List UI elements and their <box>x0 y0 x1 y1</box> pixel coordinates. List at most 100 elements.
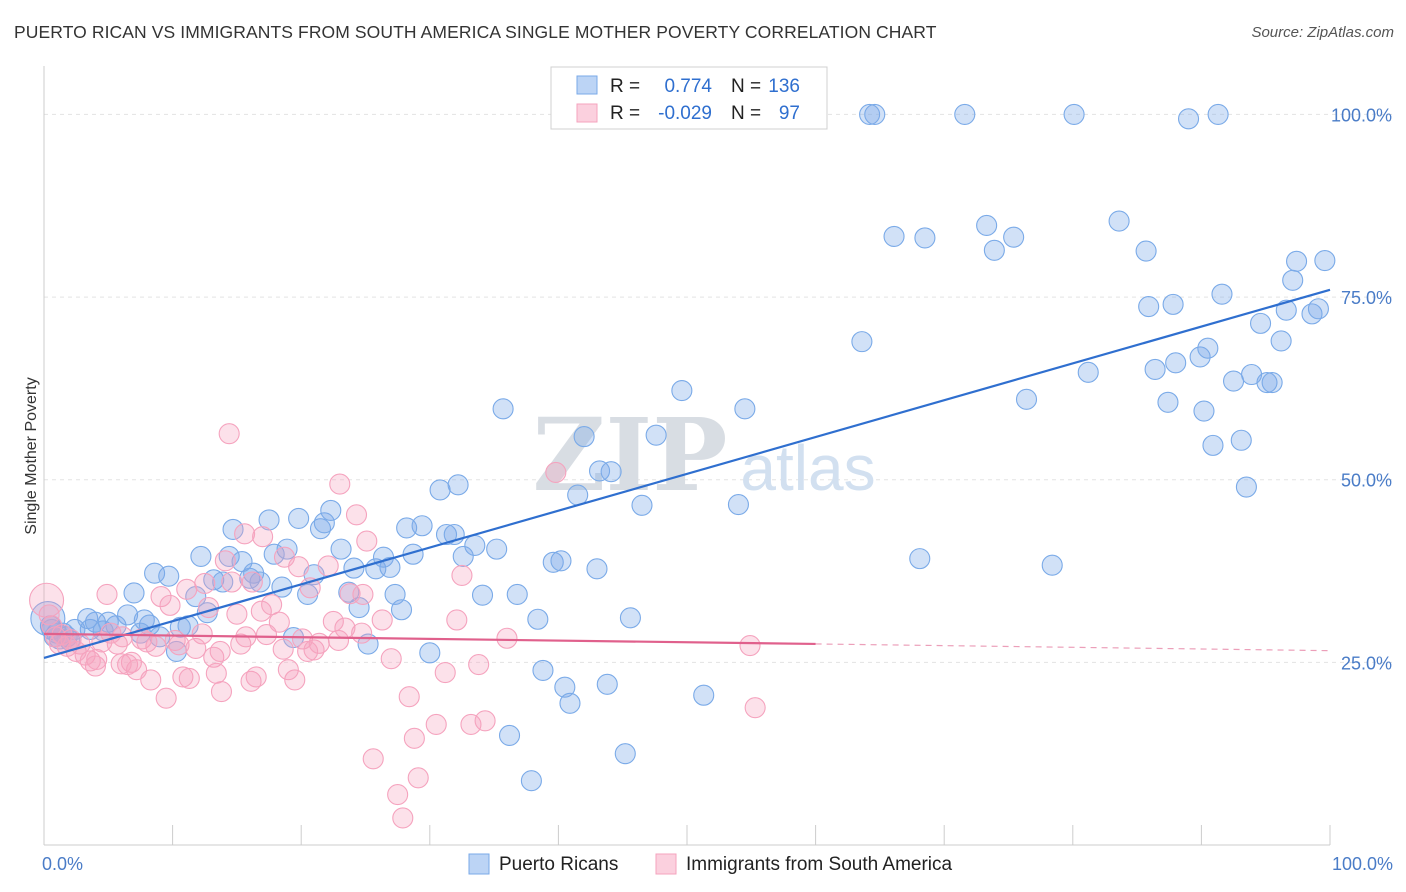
y-tick-label: 50.0% <box>1341 471 1392 491</box>
point-south-america <box>329 473 351 495</box>
point-puerto-ricans <box>631 494 653 516</box>
point-puerto-ricans <box>117 604 139 626</box>
point-puerto-ricans <box>313 512 335 534</box>
series-puerto-ricans-points <box>30 103 1336 792</box>
point-south-america <box>468 653 490 676</box>
point-puerto-ricans <box>976 214 998 237</box>
point-puerto-ricans <box>276 538 298 560</box>
point-south-america <box>84 655 106 677</box>
point-puerto-ricans <box>1202 434 1224 456</box>
point-south-america <box>255 624 278 646</box>
point-puerto-ricans <box>1314 249 1336 272</box>
point-puerto-ricans <box>158 565 180 587</box>
point-south-america <box>744 697 766 719</box>
point-puerto-ricans <box>573 426 595 448</box>
point-puerto-ricans <box>123 582 145 604</box>
point-puerto-ricans <box>506 583 528 605</box>
point-puerto-ricans <box>330 538 352 560</box>
point-south-america <box>371 609 393 631</box>
chart-title: PUERTO RICAN VS IMMIGRANTS FROM SOUTH AM… <box>14 22 937 42</box>
point-puerto-ricans <box>169 616 191 638</box>
point-south-america <box>362 748 384 770</box>
series-south-america-points <box>29 423 766 829</box>
tick-labels: 25.0% 50.0% 75.0% 100.0% 0.0% 100.0% <box>42 105 1393 874</box>
source-label: Source: ZipAtlas.com <box>1251 24 1394 41</box>
point-puerto-ricans <box>600 461 622 483</box>
point-puerto-ricans <box>1177 108 1200 130</box>
point-puerto-ricans <box>671 380 693 402</box>
point-south-america <box>739 635 761 657</box>
stats-n-label-1: N = <box>731 76 761 97</box>
point-south-america <box>351 622 373 644</box>
point-south-america <box>172 666 194 688</box>
point-puerto-ricans <box>144 562 166 584</box>
point-puerto-ricans <box>429 479 451 501</box>
point-puerto-ricans <box>909 548 931 570</box>
axes <box>43 66 1331 846</box>
point-puerto-ricans <box>983 239 1005 261</box>
point-puerto-ricans <box>379 556 401 578</box>
point-puerto-ricans <box>1223 370 1245 392</box>
point-south-america <box>496 627 518 649</box>
point-south-america <box>245 666 267 688</box>
point-puerto-ricans <box>1108 210 1130 232</box>
point-puerto-ricans <box>486 538 508 560</box>
point-puerto-ricans <box>1193 400 1215 422</box>
stats-r-value-2: -0.029 <box>658 103 712 124</box>
point-puerto-ricans <box>1063 103 1085 125</box>
point-puerto-ricans <box>554 676 576 698</box>
point-puerto-ricans <box>452 545 474 567</box>
point-puerto-ricans <box>471 584 494 606</box>
point-puerto-ricans <box>1256 371 1278 394</box>
point-puerto-ricans <box>1286 250 1308 272</box>
point-south-america <box>387 784 409 806</box>
point-south-america <box>159 594 181 616</box>
point-puerto-ricans <box>1135 240 1157 262</box>
point-puerto-ricans <box>619 607 641 629</box>
point-south-america <box>145 635 167 657</box>
point-puerto-ricans <box>859 103 881 125</box>
point-puerto-ricans <box>435 523 458 546</box>
point-south-america <box>214 550 236 572</box>
bottom-legend: Puerto Ricans Immigrants from South Amer… <box>468 853 953 875</box>
point-puerto-ricans <box>520 770 542 792</box>
stats-n-value-2: 97 <box>779 103 800 124</box>
point-south-america <box>250 600 272 622</box>
point-south-america <box>150 586 172 608</box>
point-puerto-ricans <box>1165 352 1187 374</box>
point-south-america <box>218 423 240 445</box>
stats-r-label-2: R = <box>610 103 640 124</box>
point-puerto-ricans <box>243 562 265 584</box>
point-puerto-ricans <box>1162 293 1184 315</box>
point-south-america <box>198 597 220 619</box>
point-puerto-ricans <box>645 424 667 446</box>
point-puerto-ricans <box>1261 371 1283 394</box>
point-puerto-ricans <box>492 398 514 420</box>
y-tick-label: 75.0% <box>1341 288 1392 308</box>
point-puerto-ricans <box>1138 296 1160 318</box>
point-south-america <box>155 687 177 709</box>
point-puerto-ricans <box>190 545 212 567</box>
point-puerto-ricans <box>1307 298 1329 320</box>
point-puerto-ricans <box>1041 554 1063 576</box>
point-south-america <box>140 669 162 691</box>
stats-r-value-1: 0.774 <box>664 76 712 97</box>
point-puerto-ricans <box>258 509 280 531</box>
point-puerto-ricans <box>411 515 433 537</box>
legend-swatch-puerto-ricans <box>468 853 490 875</box>
point-south-america <box>210 681 233 703</box>
point-south-america <box>327 629 350 651</box>
legend-swatch-south-america <box>655 853 677 875</box>
legend-label-puerto-ricans: Puerto Ricans <box>499 854 618 875</box>
legend-label-south-america: Immigrants from South America <box>686 854 953 875</box>
point-south-america <box>297 640 319 662</box>
point-south-america <box>241 571 263 593</box>
trend-line-puerto-ricans <box>43 288 1331 660</box>
point-south-america <box>451 564 473 586</box>
point-puerto-ricans <box>396 517 418 539</box>
point-puerto-ricans <box>727 494 749 516</box>
point-puerto-ricans <box>1157 391 1179 413</box>
point-south-america <box>407 767 429 789</box>
stats-n-label-2: N = <box>731 103 761 124</box>
point-puerto-ricans <box>586 558 608 580</box>
